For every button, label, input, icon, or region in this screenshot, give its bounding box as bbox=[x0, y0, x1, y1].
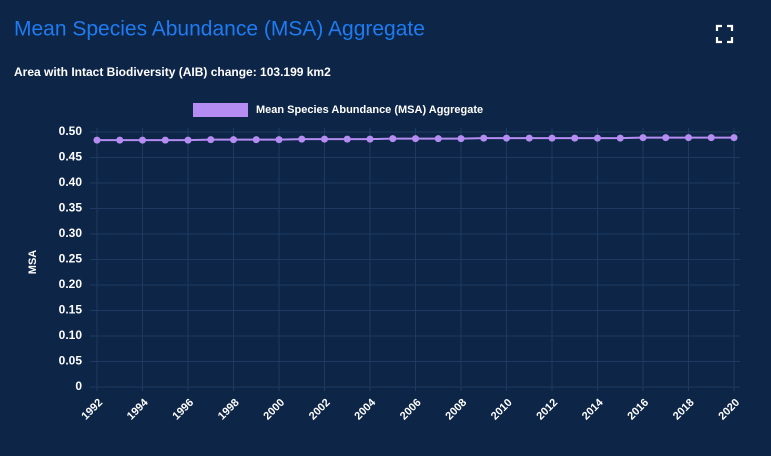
data-point bbox=[389, 135, 397, 143]
data-point bbox=[525, 134, 533, 142]
data-point bbox=[457, 135, 465, 143]
data-point bbox=[548, 134, 556, 142]
data-point bbox=[207, 136, 215, 144]
y-tick-label: 0.05 bbox=[59, 354, 83, 368]
data-point bbox=[639, 134, 647, 142]
data-point bbox=[366, 135, 374, 143]
y-tick-label: 0.10 bbox=[59, 328, 83, 342]
data-point bbox=[571, 134, 579, 142]
data-point bbox=[343, 135, 351, 143]
data-point bbox=[594, 134, 601, 142]
data-point bbox=[685, 134, 692, 142]
y-tick-label: 0.20 bbox=[59, 277, 83, 291]
data-point bbox=[503, 134, 510, 142]
chart-title: Mean Species Abundance (MSA) Aggregate bbox=[14, 18, 425, 41]
y-tick-label: 0.45 bbox=[59, 150, 83, 164]
data-point bbox=[707, 134, 715, 142]
expand-icon[interactable] bbox=[715, 24, 734, 44]
data-point bbox=[298, 135, 306, 143]
data-point bbox=[252, 136, 260, 144]
y-tick-label: 0.30 bbox=[59, 226, 83, 240]
y-tick-label: 0.25 bbox=[59, 252, 83, 266]
data-point bbox=[662, 134, 670, 142]
y-tick-label: 0.35 bbox=[59, 201, 83, 215]
data-point bbox=[730, 134, 738, 142]
data-point bbox=[116, 136, 124, 144]
y-tick-label: 0 bbox=[75, 379, 82, 393]
data-point bbox=[275, 136, 283, 144]
data-point bbox=[139, 136, 146, 144]
y-tick-label: 0.15 bbox=[59, 303, 83, 317]
data-point bbox=[161, 136, 169, 144]
legend-swatch bbox=[193, 103, 248, 117]
y-tick-label: 0.50 bbox=[59, 124, 83, 138]
data-point bbox=[230, 136, 237, 144]
data-point bbox=[480, 134, 488, 142]
data-point bbox=[616, 134, 624, 142]
y-tick-label: 0.40 bbox=[59, 175, 83, 189]
data-point bbox=[321, 135, 328, 143]
y-axis-label: MSA bbox=[27, 250, 39, 275]
data-point bbox=[412, 135, 419, 143]
data-point bbox=[434, 135, 442, 143]
data-point bbox=[93, 136, 101, 144]
data-point bbox=[184, 136, 192, 144]
legend-label: Mean Species Abundance (MSA) Aggregate bbox=[256, 104, 483, 116]
chart-subtitle: Area with Intact Biodiversity (AIB) chan… bbox=[14, 65, 331, 79]
